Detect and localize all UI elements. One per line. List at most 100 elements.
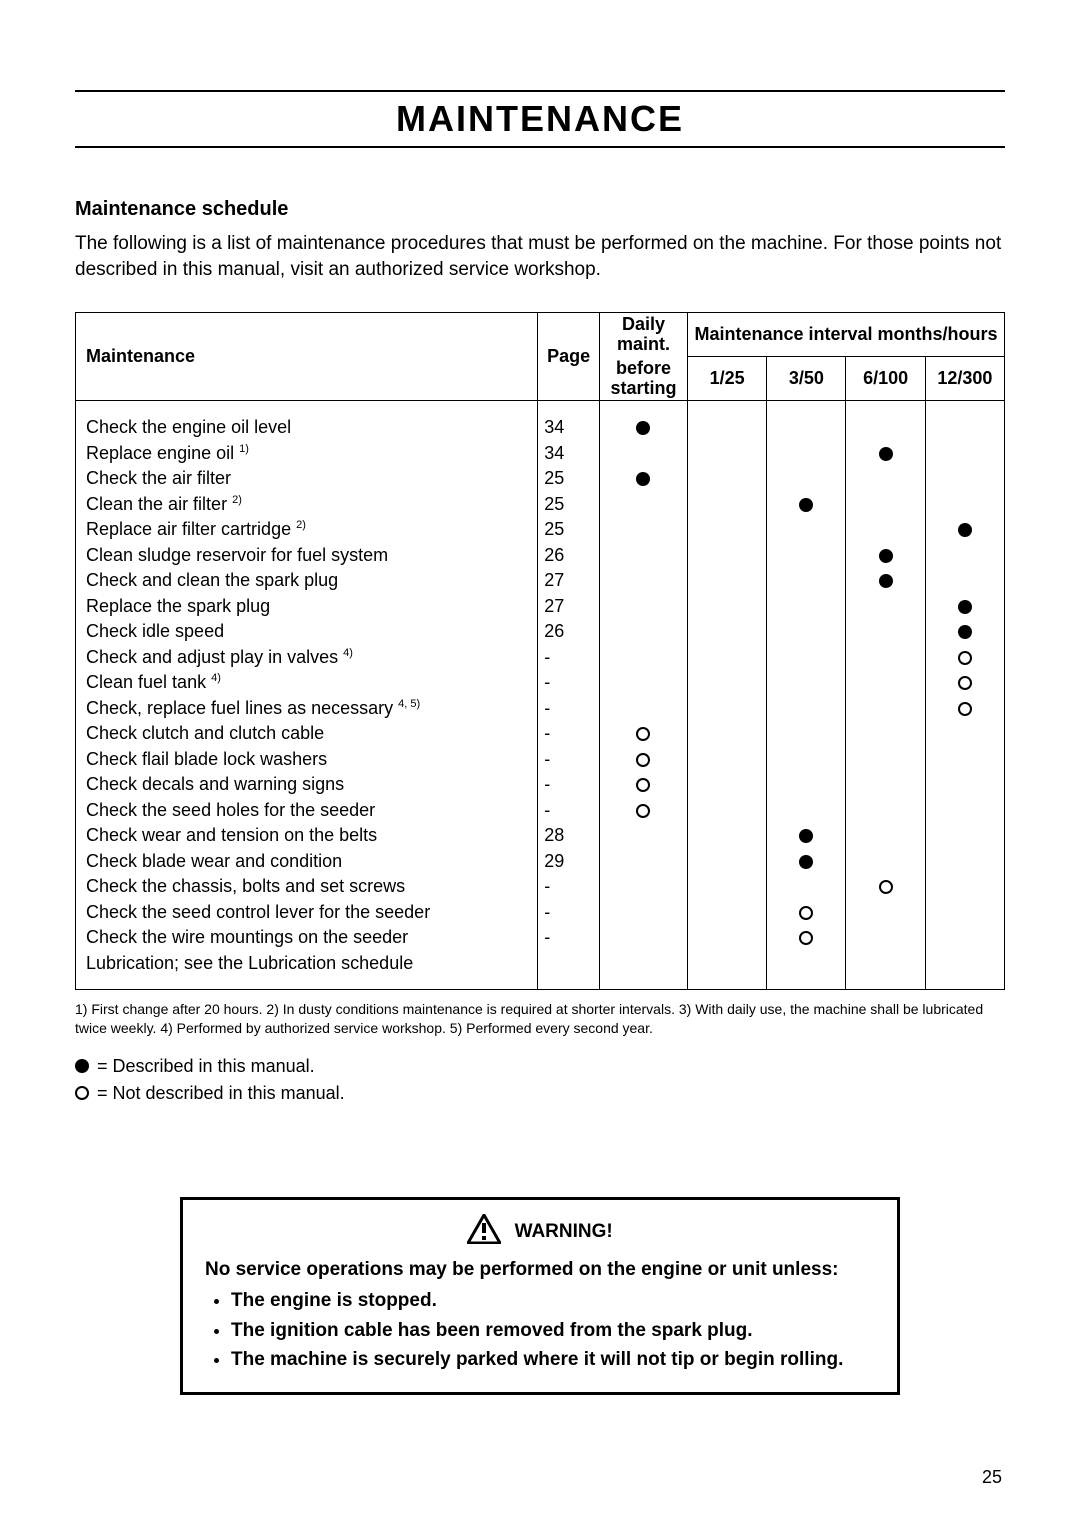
filled-dot-icon: [636, 421, 650, 435]
table-row: Check clutch and clutch cable-: [76, 721, 1005, 747]
task-cell: Check clutch and clutch cable: [76, 721, 538, 747]
c1-cell: [688, 950, 767, 976]
c1-cell: [688, 848, 767, 874]
filled-dot-icon: [636, 472, 650, 486]
open-dot-icon: [636, 778, 650, 792]
task-cell: Check the air filter: [76, 466, 538, 492]
daily-cell: [599, 517, 687, 543]
page-cell: -: [538, 899, 600, 925]
c2-cell: [767, 772, 846, 798]
footnotes: 1) First change after 20 hours. 2) In du…: [75, 1000, 1005, 1036]
daily-cell: [599, 644, 687, 670]
c1-cell: [688, 440, 767, 466]
task-cell: Check wear and tension on the belts: [76, 823, 538, 849]
c2-cell: [767, 644, 846, 670]
c4-cell: [925, 415, 1004, 441]
th-page: Page: [547, 346, 590, 366]
task-cell: Check idle speed: [76, 619, 538, 645]
page-cell: -: [538, 695, 600, 721]
th-c4: 12/300: [937, 368, 992, 388]
page-cell: 34: [538, 440, 600, 466]
filled-dot-icon: [958, 523, 972, 537]
page-cell: 27: [538, 568, 600, 594]
task-cell: Check the chassis, bolts and set screws: [76, 874, 538, 900]
c4-cell: [925, 823, 1004, 849]
c2-cell: [767, 491, 846, 517]
c3-cell: [846, 670, 925, 696]
c2-cell: [767, 899, 846, 925]
c2-cell: [767, 695, 846, 721]
c3-cell: [846, 695, 925, 721]
c3-cell: [846, 466, 925, 492]
open-dot-icon: [799, 906, 813, 920]
task-cell: Clean sludge reservoir for fuel system: [76, 542, 538, 568]
c4-cell: [925, 772, 1004, 798]
th-daily-bottom: before starting: [610, 358, 676, 398]
c3-cell: [846, 772, 925, 798]
page-cell: 25: [538, 517, 600, 543]
c3-cell: [846, 440, 925, 466]
warning-icon: [467, 1214, 501, 1250]
c1-cell: [688, 542, 767, 568]
page-cell: 28: [538, 823, 600, 849]
warning-box: WARNING! No service operations may be pe…: [180, 1197, 900, 1395]
c4-cell: [925, 466, 1004, 492]
task-cell: Check the seed holes for the seeder: [76, 797, 538, 823]
filled-dot-icon: [958, 625, 972, 639]
c2-cell: [767, 440, 846, 466]
intro-text: The following is a list of maintenance p…: [75, 231, 1005, 282]
c4-cell: [925, 899, 1004, 925]
task-cell: Check decals and warning signs: [76, 772, 538, 798]
daily-cell: [599, 797, 687, 823]
c1-cell: [688, 925, 767, 951]
open-dot-icon: [75, 1086, 89, 1100]
task-cell: Check and adjust play in valves 4): [76, 644, 538, 670]
subheading: Maintenance schedule: [75, 198, 1005, 221]
c4-cell: [925, 542, 1004, 568]
th-maintenance: Maintenance: [86, 346, 195, 366]
daily-cell: [599, 440, 687, 466]
th-c3: 6/100: [863, 368, 908, 388]
daily-cell: [599, 874, 687, 900]
c4-cell: [925, 721, 1004, 747]
c2-cell: [767, 848, 846, 874]
c2-cell: [767, 925, 846, 951]
warning-item: The engine is stopped.: [231, 1287, 875, 1315]
table-row: Check idle speed26: [76, 619, 1005, 645]
c4-cell: [925, 925, 1004, 951]
table-row: Check the wire mountings on the seeder-: [76, 925, 1005, 951]
page-cell: 27: [538, 593, 600, 619]
c1-cell: [688, 823, 767, 849]
table-row: Replace the spark plug27: [76, 593, 1005, 619]
c3-cell: [846, 746, 925, 772]
c1-cell: [688, 746, 767, 772]
table-row: Replace air filter cartridge 2)25: [76, 517, 1005, 543]
table-row: Check flail blade lock washers-: [76, 746, 1005, 772]
filled-dot-icon: [799, 498, 813, 512]
page-cell: 26: [538, 619, 600, 645]
daily-cell: [599, 925, 687, 951]
c1-cell: [688, 517, 767, 543]
filled-dot-icon: [75, 1059, 89, 1073]
c2-cell: [767, 466, 846, 492]
page-cell: [538, 950, 600, 976]
task-cell: Clean fuel tank 4): [76, 670, 538, 696]
open-dot-icon: [879, 880, 893, 894]
page-cell: -: [538, 797, 600, 823]
page-number: 25: [982, 1467, 1002, 1488]
table-row: Lubrication; see the Lubrication schedul…: [76, 950, 1005, 976]
c4-cell: [925, 874, 1004, 900]
maintenance-table: Maintenance Page Daily maint. Maintenanc…: [75, 312, 1005, 990]
filled-dot-icon: [799, 829, 813, 843]
page-cell: -: [538, 925, 600, 951]
daily-cell: [599, 848, 687, 874]
open-dot-icon: [636, 804, 650, 818]
c1-cell: [688, 721, 767, 747]
daily-cell: [599, 593, 687, 619]
daily-cell: [599, 466, 687, 492]
c4-cell: [925, 670, 1004, 696]
c3-cell: [846, 899, 925, 925]
warning-item: The machine is securely parked where it …: [231, 1346, 875, 1374]
table-row: Check wear and tension on the belts28: [76, 823, 1005, 849]
task-cell: Lubrication; see the Lubrication schedul…: [76, 950, 538, 976]
